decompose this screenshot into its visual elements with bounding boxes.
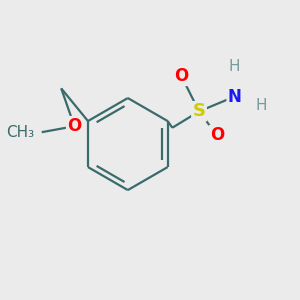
Text: H: H bbox=[229, 59, 240, 74]
Text: O: O bbox=[67, 117, 82, 135]
Text: O: O bbox=[210, 126, 224, 144]
Text: H: H bbox=[256, 98, 267, 113]
Text: O: O bbox=[174, 67, 188, 85]
Text: CH₃: CH₃ bbox=[6, 125, 34, 140]
Text: N: N bbox=[228, 88, 242, 106]
Text: S: S bbox=[193, 102, 206, 120]
